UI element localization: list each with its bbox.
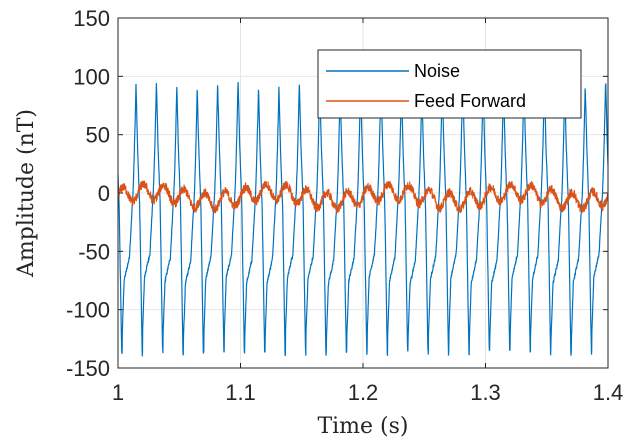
y-tick-label: 100: [73, 64, 110, 89]
x-tick-label: 1.2: [348, 380, 379, 405]
x-tick-label: 1: [112, 380, 124, 405]
series-feed-forward-line: [118, 180, 608, 214]
x-tick-label: 1.3: [470, 380, 501, 405]
legend-label-noise: Noise: [414, 61, 460, 81]
y-tick-labels: 150 100 50 0 -50 -100 -150: [66, 6, 110, 381]
series-noise-line: [118, 81, 608, 357]
y-tick-label: 0: [98, 181, 110, 206]
y-tick-label: 50: [86, 123, 110, 148]
legend: Noise Feed Forward: [317, 49, 582, 119]
y-axis-label: Amplitude (nT): [14, 109, 39, 278]
y-tick-label: -150: [66, 356, 110, 381]
x-tick-labels: 1 1.1 1.2 1.3 1.4: [112, 380, 623, 405]
x-tick-label: 1.4: [593, 380, 624, 405]
ticks: [117, 17, 609, 369]
series-layer: [118, 81, 608, 357]
y-tick-label: 150: [73, 6, 110, 31]
y-tick-label: -50: [78, 239, 110, 264]
x-tick-label: 1.1: [225, 380, 256, 405]
legend-label-feed-forward: Feed Forward: [414, 91, 526, 111]
legend-box: [317, 49, 582, 119]
x-axis-label: Time (s): [317, 414, 408, 439]
y-tick-label: -100: [66, 298, 110, 323]
